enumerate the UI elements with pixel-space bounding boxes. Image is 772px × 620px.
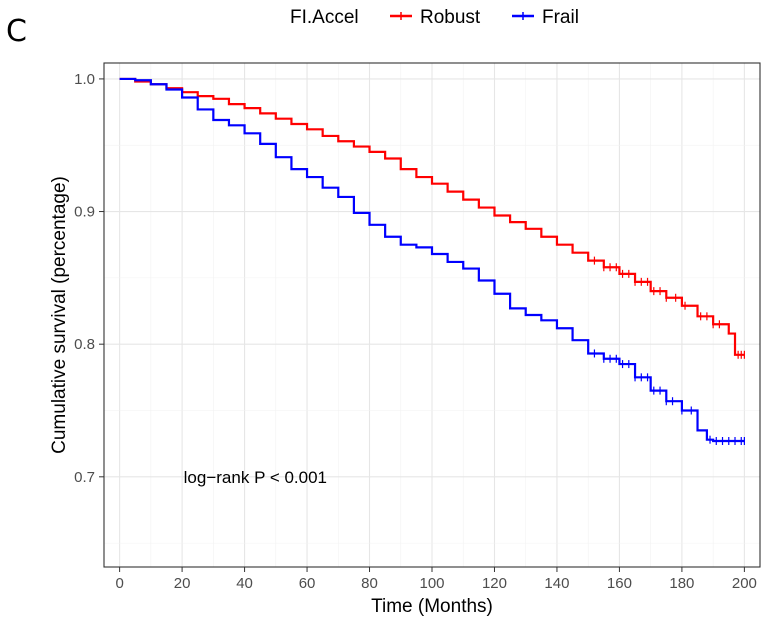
y-tick-label: 1.0	[74, 71, 95, 88]
x-tick-label: 80	[361, 575, 378, 592]
y-tick-label: 0.7	[74, 469, 95, 486]
legend-label-frail: Frail	[542, 7, 579, 28]
x-tick-label: 20	[174, 575, 191, 592]
robust-survival-curve	[119, 77, 745, 356]
y-tick-label: 0.8	[74, 336, 95, 353]
x-tick-label: 140	[544, 575, 569, 592]
y-tick-label: 0.9	[74, 204, 95, 221]
x-tick-label: 180	[669, 575, 694, 592]
x-tick-label: 120	[482, 575, 507, 592]
series-layer	[119, 77, 745, 445]
x-tick-label: 0	[115, 575, 123, 592]
axes: 0 20 40 60 80 100 120 140 160 180 200 0.7 0.8 0.9 1.0	[74, 71, 757, 592]
x-tick-label: 160	[607, 575, 632, 592]
grid	[104, 63, 760, 567]
x-axis-title: Time (Months)	[371, 596, 493, 617]
frail-survival-curve	[119, 77, 745, 443]
x-tick-label: 40	[236, 575, 253, 592]
logrank-annotation: log−rank P < 0.001	[184, 468, 327, 487]
y-axis-title: Cumulative survival (percentage)	[49, 176, 70, 454]
x-tick-label: 200	[732, 575, 757, 592]
x-tick-label: 100	[419, 575, 444, 592]
x-tick-label: 60	[299, 575, 316, 592]
panel-label: C	[6, 14, 27, 49]
legend-title: FI.Accel	[290, 7, 359, 28]
legend: FI.Accel Robust Frail	[290, 7, 579, 28]
legend-label-robust: Robust	[420, 7, 481, 28]
